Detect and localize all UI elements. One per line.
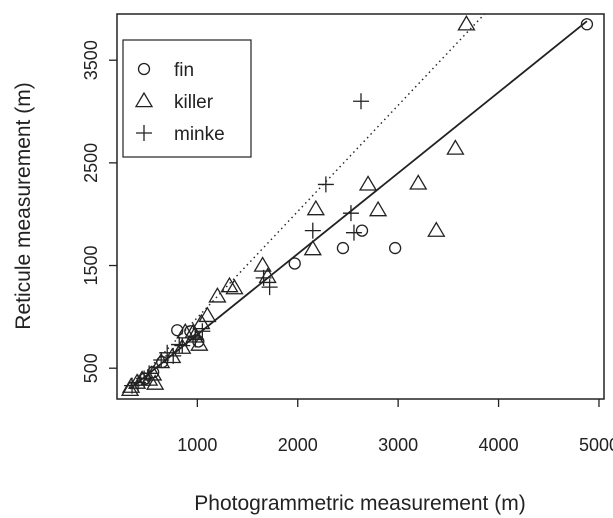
killer-point [409,174,428,190]
killer-point [306,199,325,216]
killer-point [253,256,272,272]
y-tick-label: 3500 [81,40,101,80]
killer-point [303,239,322,256]
fitted-line [129,20,588,390]
y-tick-label: 2500 [81,143,101,183]
killer-point [220,276,239,293]
x-tick-label: 1000 [177,435,217,455]
fin-point [355,224,369,237]
y-axis-label: Reticule measurement (m) [12,82,35,329]
minke-point [255,269,272,286]
minke-point [317,176,334,193]
minke-point [153,351,170,368]
killer-point [176,322,195,339]
minke-point [345,224,362,241]
fin-point [288,257,301,270]
killer-point [198,306,217,323]
minke-point [171,336,188,353]
minke-point [124,377,141,394]
fin-point [171,324,184,337]
killer-point [120,380,140,397]
minke-point [342,205,359,222]
minke-point [304,222,321,239]
y-tick-label: 500 [81,353,101,383]
killer-point [358,175,378,191]
x-tick-label: 3000 [378,435,418,455]
legend-killer-label: killer [174,92,214,113]
fin-point [388,241,402,255]
fin-point [580,18,594,31]
minke-point [165,347,182,364]
minke-point [261,279,278,296]
killer-point [446,139,465,155]
legend-killer-marker [134,91,154,108]
x-axis: 1000 2000 3000 4000 5000 [177,399,613,455]
killer-point [146,374,165,390]
minke-point [353,93,370,110]
killer-point [208,287,227,303]
data-points [120,14,594,397]
killer-point [225,278,244,295]
killer-point [185,327,204,343]
minke-point [187,331,204,348]
killer-point [368,200,388,217]
legend-fin-marker [137,62,151,76]
minke-point [136,370,153,387]
x-tick-label: 2000 [278,435,318,455]
minke-point [130,374,147,391]
legend-fin-label: fin [174,60,194,81]
minke-point [159,344,176,361]
x-axis-label: Photogrammetric measurement (m) [194,492,525,515]
legend-minke-marker [136,125,152,141]
x-tick-label: 5000 [579,435,613,455]
minke-point [194,323,211,340]
killer-point [457,14,476,31]
killer-point [427,221,446,237]
minke-point [174,337,191,354]
legend: fin killer minke [122,39,252,158]
killer-point [192,313,211,330]
x-tick-label: 4000 [479,435,519,455]
y-axis: 500 1500 2500 3500 [81,40,117,383]
plot-frame [116,13,605,400]
y-tick-label: 1500 [81,246,101,286]
legend-minke-label: minke [174,124,225,145]
fin-point [336,241,350,255]
